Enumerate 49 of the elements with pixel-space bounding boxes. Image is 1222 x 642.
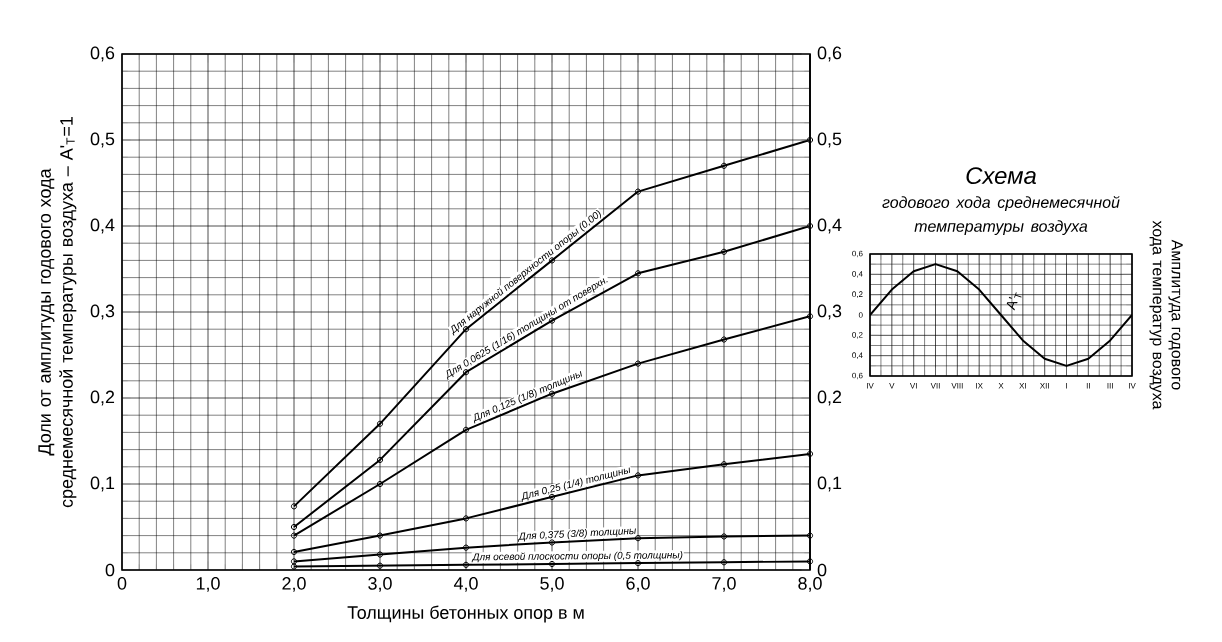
y-tick-label: 0,3: [90, 304, 115, 320]
point: [634, 472, 642, 479]
y-tick-label: 0,5: [90, 132, 115, 148]
point: [720, 162, 728, 169]
point: [462, 426, 470, 433]
point: [462, 369, 470, 376]
point: [720, 533, 728, 540]
point: [376, 480, 384, 488]
y2-tick-label: 0,6: [817, 46, 842, 62]
y2-tick-label: 0,1: [817, 476, 842, 492]
point: [634, 535, 642, 542]
x-tick-label: 2,0: [282, 577, 306, 592]
x-tick-label: 5,0: [540, 577, 564, 592]
point: [634, 188, 642, 195]
point: [376, 456, 384, 464]
point: [720, 461, 728, 468]
x-axis-title: Толщины бетонных опор в м: [347, 605, 584, 623]
point: [376, 420, 384, 427]
y2-tick-label: 0,2: [817, 390, 842, 406]
y2-tick-label: 0,5: [817, 132, 842, 148]
point: [462, 544, 470, 551]
point: [634, 360, 642, 367]
x-tick-label: 7,0: [712, 577, 736, 592]
x-tick-label: 6,0: [626, 577, 650, 592]
y-tick-label: 0: [105, 563, 115, 577]
point: [720, 559, 728, 566]
point: [462, 561, 470, 568]
point: [462, 515, 470, 522]
x-tick-label: 1,0: [196, 577, 220, 592]
y-tick-label: 0,6: [90, 46, 115, 62]
y-tick-label: 0,2: [90, 390, 115, 406]
y2-tick-label: 0: [817, 563, 827, 577]
x-tick-label: 8,0: [798, 577, 822, 592]
x-tick-label: 0: [117, 577, 127, 590]
y-tick-label: 0,4: [90, 218, 115, 234]
point: [376, 551, 384, 558]
x-tick-label: 3,0: [368, 577, 392, 592]
point: [548, 560, 556, 568]
y-tick-label: 0,1: [90, 476, 115, 492]
point: [376, 562, 384, 569]
y-axis-title: Доли от амплитуды годового хода среднемесячной температуры воздуха – A'$_{T}$=1: [38, 116, 77, 508]
x-tick-label: 4,0: [453, 577, 478, 592]
y2-tick-label: 0,4: [817, 218, 842, 234]
point: [634, 270, 642, 277]
chart-title: Схема: [966, 167, 1037, 185]
point: [376, 532, 384, 539]
y2-tick-label: 0,3: [817, 304, 842, 320]
point: [720, 248, 728, 255]
point: [720, 336, 728, 343]
